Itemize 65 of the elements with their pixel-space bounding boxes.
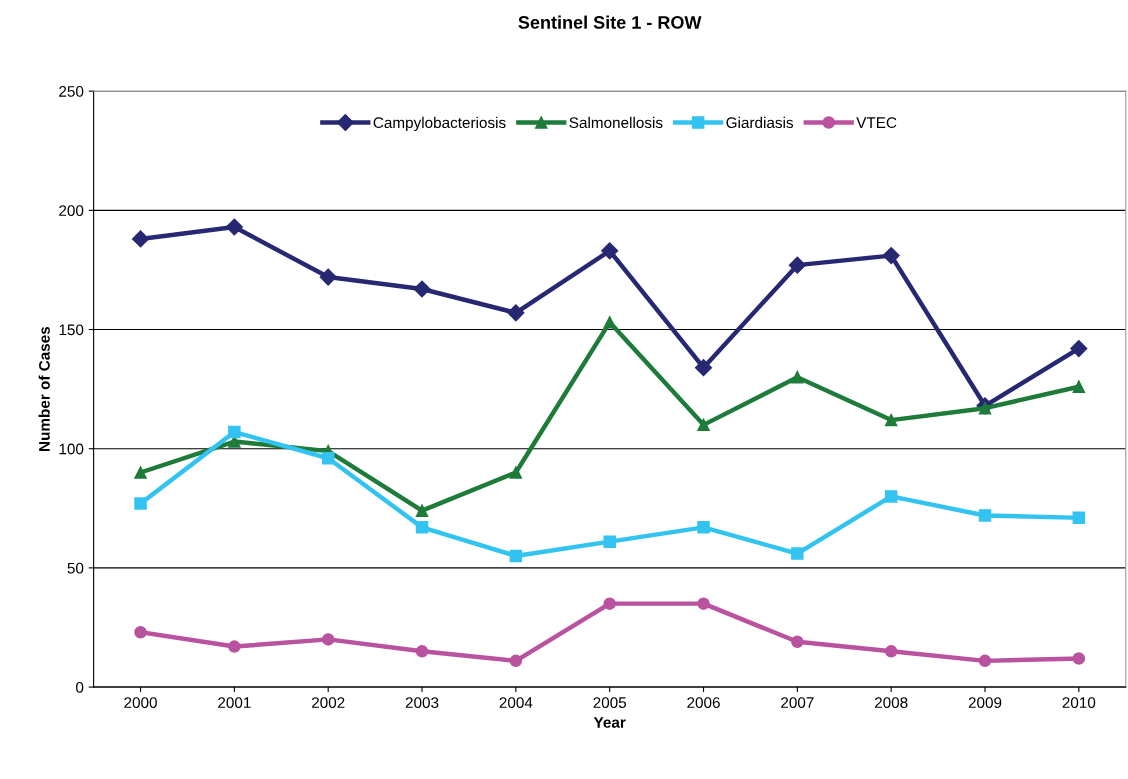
- point: [413, 280, 431, 298]
- point: [415, 645, 429, 658]
- point: [884, 490, 898, 503]
- point: [791, 547, 804, 560]
- x-tick-label: 2000: [124, 697, 157, 709]
- point: [509, 549, 523, 563]
- point: [228, 640, 241, 653]
- point: [884, 645, 898, 658]
- x-tick-label: 2010: [1062, 697, 1096, 709]
- point: [697, 597, 710, 610]
- point: [228, 425, 241, 439]
- legend-label: Campylobacteriosis: [373, 116, 506, 132]
- point: [131, 230, 150, 248]
- x-tick-label: 2009: [968, 697, 1002, 709]
- point: [791, 635, 804, 649]
- x-tick-label: 2008: [874, 697, 908, 709]
- point: [788, 256, 806, 274]
- point: [697, 418, 710, 432]
- point: [1072, 380, 1086, 393]
- point: [603, 597, 616, 610]
- point: [225, 218, 243, 236]
- x-tick-label: 2002: [311, 697, 345, 709]
- point: [321, 451, 335, 465]
- x-tick-label: 2003: [405, 697, 439, 709]
- point: [1072, 511, 1086, 525]
- point: [415, 504, 429, 517]
- point: [603, 316, 616, 329]
- point: [601, 242, 619, 260]
- point: [978, 401, 992, 415]
- x-tick-label: 2007: [781, 697, 814, 709]
- point: [509, 654, 523, 668]
- legend-label: Salmonellosis: [569, 116, 663, 129]
- x-tick-label: 2006: [687, 697, 720, 709]
- y-tick-label: 50: [67, 562, 84, 574]
- y-tick-label: 0: [76, 681, 84, 693]
- point: [415, 521, 429, 534]
- point: [694, 359, 713, 377]
- point: [1072, 652, 1086, 665]
- point: [978, 509, 992, 522]
- point: [791, 370, 804, 384]
- y-tick-label: 150: [59, 324, 84, 336]
- point: [882, 247, 900, 265]
- x-tick-label: 2001: [218, 697, 251, 709]
- chart-title: Sentinel Site 1 - ROW: [518, 15, 702, 29]
- y-tick-label: 250: [59, 86, 84, 97]
- point: [134, 497, 147, 510]
- legend-label: VTEC: [856, 117, 897, 129]
- point: [507, 304, 525, 322]
- point: [884, 413, 898, 427]
- point: [321, 633, 335, 646]
- point: [509, 466, 523, 479]
- point: [134, 466, 147, 479]
- point: [603, 535, 616, 548]
- point: [319, 268, 337, 286]
- x-axis-title: Year: [593, 717, 626, 728]
- y-axis-title: Number of Cases: [38, 326, 50, 451]
- point: [978, 654, 992, 668]
- x-tick-label: 2005: [593, 697, 627, 709]
- point: [1070, 340, 1088, 358]
- x-tick-label: 2004: [499, 697, 533, 709]
- y-tick-label: 100: [59, 443, 84, 455]
- point: [134, 626, 147, 639]
- y-tick-label: 200: [59, 205, 84, 217]
- legend-label: Giardiasis: [726, 116, 794, 129]
- point: [697, 521, 710, 534]
